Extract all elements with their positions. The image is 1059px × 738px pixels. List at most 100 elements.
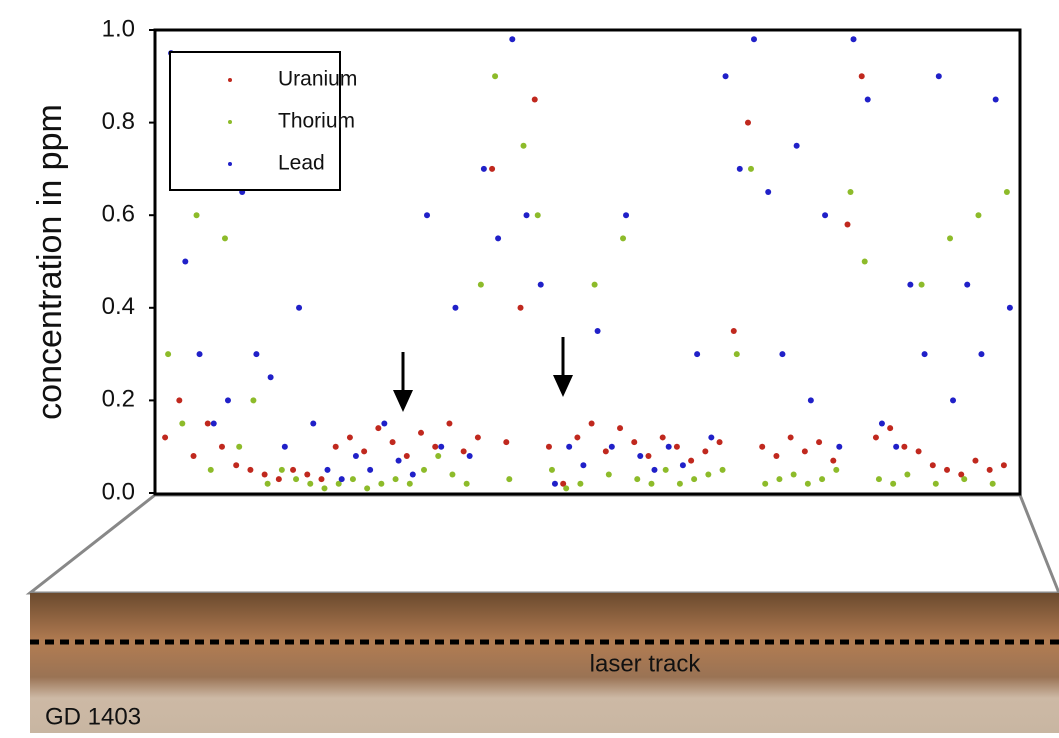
- data-point: [489, 165, 496, 172]
- sample-photo: [30, 593, 1059, 733]
- y-tick-label: 0.2: [102, 386, 135, 413]
- data-point: [548, 466, 555, 473]
- data-point: [830, 457, 837, 464]
- data-point: [207, 466, 214, 473]
- data-point: [474, 434, 481, 441]
- data-point: [637, 452, 644, 459]
- data-point: [722, 73, 729, 80]
- data-point: [432, 443, 439, 450]
- data-point: [750, 36, 757, 43]
- data-point: [492, 73, 499, 80]
- y-tick-label: 0.8: [102, 108, 135, 135]
- data-point: [747, 165, 754, 172]
- legend: Uranium Thorium Lead: [169, 51, 357, 191]
- data-point: [921, 351, 928, 358]
- data-point: [378, 480, 385, 487]
- data-point: [367, 466, 374, 473]
- legend-label: Thorium: [278, 110, 355, 133]
- data-point: [253, 351, 260, 358]
- data-point: [907, 281, 914, 288]
- data-point: [204, 420, 211, 427]
- data-point: [418, 429, 425, 436]
- data-point: [904, 471, 911, 478]
- data-point: [620, 235, 627, 242]
- data-point: [281, 443, 288, 450]
- data-point: [975, 212, 982, 219]
- data-point: [165, 351, 172, 358]
- data-point: [580, 462, 587, 469]
- data-point: [190, 452, 197, 459]
- data-point: [361, 448, 368, 455]
- plot-frame: [153, 28, 1022, 496]
- data-point: [634, 476, 641, 483]
- data-point: [978, 351, 985, 358]
- y-tick-label: 0.0: [102, 478, 135, 505]
- data-point: [588, 420, 595, 427]
- y-tick-label: 0.4: [102, 293, 135, 320]
- data-point: [517, 304, 524, 311]
- data-point: [858, 73, 865, 80]
- data-point: [878, 420, 885, 427]
- data-point: [523, 212, 530, 219]
- legend-box: [169, 51, 341, 191]
- data-point: [773, 452, 780, 459]
- data-point: [438, 443, 445, 450]
- data-point: [574, 434, 581, 441]
- data-point: [623, 212, 630, 219]
- data-point: [318, 476, 325, 483]
- data-point: [403, 452, 410, 459]
- data-point: [819, 476, 826, 483]
- data-point: [864, 96, 871, 103]
- data-point: [901, 443, 908, 450]
- data-point: [352, 452, 359, 459]
- data-point: [537, 281, 544, 288]
- data-point: [694, 351, 701, 358]
- data-point: [375, 425, 382, 432]
- sample-label: GD 1403: [45, 703, 141, 730]
- data-point: [264, 480, 271, 487]
- data-point: [563, 485, 570, 492]
- data-point: [648, 480, 655, 487]
- data-point: [645, 452, 652, 459]
- data-point: [162, 434, 169, 441]
- data-point: [551, 480, 558, 487]
- data-point: [744, 119, 751, 126]
- data-point: [947, 235, 954, 242]
- data-point: [708, 434, 715, 441]
- data-point: [961, 476, 968, 483]
- data-point: [196, 351, 203, 358]
- data-point: [676, 480, 683, 487]
- data-point: [460, 448, 467, 455]
- data-point: [893, 443, 900, 450]
- data-point: [790, 471, 797, 478]
- data-point: [875, 476, 882, 483]
- data-point: [449, 471, 456, 478]
- data-point: [836, 443, 843, 450]
- data-point: [290, 466, 297, 473]
- data-point: [807, 397, 814, 404]
- data-point: [577, 480, 584, 487]
- data-point: [1000, 462, 1007, 469]
- data-point: [944, 466, 951, 473]
- data-point: [210, 420, 217, 427]
- data-point: [395, 457, 402, 464]
- data-point: [560, 480, 567, 487]
- data-point: [349, 476, 356, 483]
- data-point: [759, 443, 766, 450]
- data-point: [424, 212, 431, 219]
- data-point: [463, 480, 470, 487]
- data-point: [392, 476, 399, 483]
- data-point: [364, 485, 371, 492]
- data-point: [702, 448, 709, 455]
- data-point: [296, 304, 303, 311]
- data-point: [850, 36, 857, 43]
- data-point: [929, 462, 936, 469]
- data-point: [972, 457, 979, 464]
- data-point: [452, 304, 459, 311]
- data-point: [651, 466, 658, 473]
- data-point: [406, 480, 413, 487]
- data-point: [310, 420, 317, 427]
- data-point: [787, 434, 794, 441]
- data-point: [267, 374, 274, 381]
- data-point: [275, 476, 282, 483]
